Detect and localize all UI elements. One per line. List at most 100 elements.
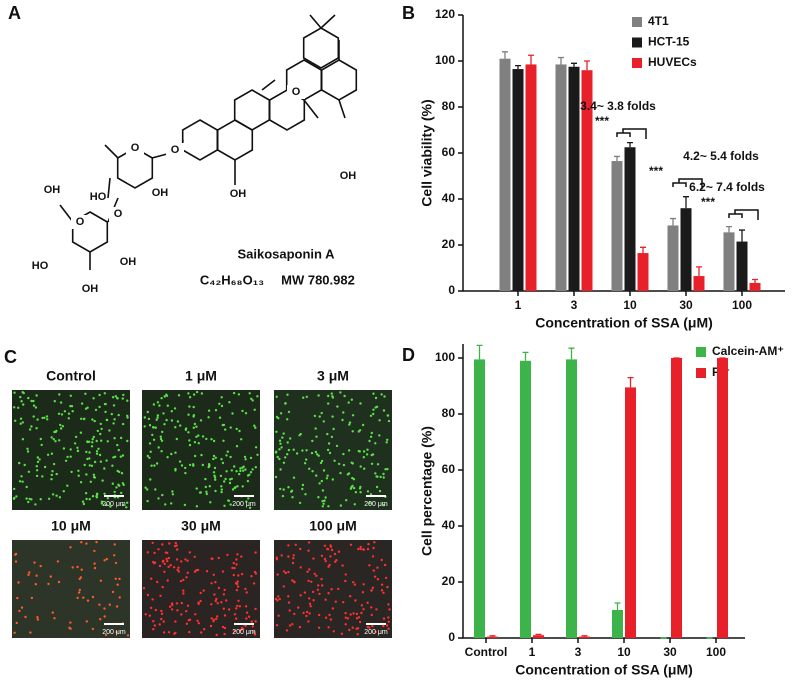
cell-dot bbox=[112, 404, 116, 407]
cell-dot bbox=[221, 625, 225, 629]
cell-dot bbox=[235, 607, 238, 610]
atom-bg bbox=[151, 186, 169, 200]
cell-dot bbox=[126, 634, 130, 637]
cell-dot bbox=[20, 475, 23, 478]
cell-dot bbox=[52, 438, 55, 441]
cell-dot bbox=[216, 602, 219, 605]
cell-dot bbox=[27, 573, 30, 576]
cell-dot bbox=[175, 602, 179, 605]
cell-dot bbox=[85, 497, 88, 501]
cell-dot bbox=[106, 440, 110, 443]
cell-dot bbox=[155, 418, 158, 421]
cell-dot bbox=[212, 454, 216, 458]
bond bbox=[303, 99, 319, 119]
cell-dot bbox=[90, 464, 94, 467]
cell-dot bbox=[168, 605, 172, 608]
cell-dot bbox=[225, 454, 228, 457]
cell-dot bbox=[152, 438, 156, 441]
legend-swatch bbox=[632, 17, 642, 27]
bar bbox=[474, 359, 485, 638]
cell-dot bbox=[328, 563, 331, 567]
cell-dot bbox=[254, 446, 258, 449]
cell-dot bbox=[155, 462, 159, 465]
cell-dot bbox=[307, 549, 310, 552]
cell-dot bbox=[199, 591, 202, 595]
cell-dot bbox=[174, 541, 177, 545]
cell-dot bbox=[200, 631, 203, 634]
cell-dot bbox=[231, 566, 234, 570]
cell-dot bbox=[362, 548, 365, 551]
cell-dot bbox=[117, 483, 120, 486]
y-tick-label: 100 bbox=[435, 53, 455, 67]
panel-label: A bbox=[8, 3, 21, 23]
cell-dot bbox=[287, 544, 290, 547]
cell-dot bbox=[116, 396, 119, 400]
y-tick-label: 120 bbox=[435, 7, 455, 21]
cell-dot bbox=[19, 422, 22, 425]
cell-dot bbox=[157, 446, 160, 449]
cell-dot bbox=[115, 486, 118, 489]
cell-dot bbox=[99, 460, 103, 463]
cell-dot bbox=[363, 467, 366, 470]
cell-dot bbox=[254, 607, 257, 611]
cell-dot bbox=[239, 469, 242, 473]
cell-dot bbox=[18, 461, 21, 465]
panel-label: B bbox=[402, 3, 415, 23]
cell-dot bbox=[146, 593, 150, 597]
y-tick-label: 80 bbox=[442, 99, 456, 113]
cell-dot bbox=[251, 625, 255, 628]
cell-dot bbox=[95, 493, 99, 496]
cell-dot bbox=[43, 465, 47, 469]
cell-dot bbox=[76, 596, 79, 600]
atom-label: HO bbox=[32, 260, 49, 272]
cell-dot bbox=[117, 413, 120, 417]
cell-dot bbox=[59, 401, 63, 404]
cell-dot bbox=[384, 468, 387, 471]
cell-dot bbox=[256, 453, 259, 456]
error-bar bbox=[476, 344, 483, 360]
cell-dot bbox=[359, 485, 362, 489]
error-bar bbox=[696, 266, 702, 277]
cell-dot bbox=[200, 453, 203, 457]
cell-dot bbox=[110, 412, 114, 416]
atom-label: O bbox=[76, 216, 85, 228]
cell-dot bbox=[342, 601, 345, 604]
cell-dot bbox=[222, 439, 225, 442]
cell-dot bbox=[318, 592, 321, 596]
cell-dot bbox=[209, 501, 212, 504]
cell-dot bbox=[162, 631, 166, 634]
cell-dot bbox=[238, 605, 242, 608]
cell-dot bbox=[233, 566, 236, 570]
cell-dot bbox=[57, 580, 61, 584]
cell-dot bbox=[80, 402, 84, 405]
cell-dot bbox=[13, 631, 16, 634]
cell-dot bbox=[362, 450, 366, 453]
cell-dot bbox=[121, 482, 125, 485]
cell-dot bbox=[232, 561, 235, 565]
cell-dot bbox=[115, 630, 118, 634]
cell-dot bbox=[312, 557, 315, 560]
cell-dot bbox=[356, 633, 359, 636]
panel-label: C bbox=[4, 347, 17, 367]
cell-dot bbox=[84, 492, 88, 495]
cell-dot bbox=[382, 472, 385, 476]
cell-dot bbox=[85, 450, 88, 454]
cell-dot bbox=[167, 556, 171, 560]
cell-dot bbox=[26, 447, 29, 450]
cell-dot bbox=[248, 473, 251, 476]
bar bbox=[667, 225, 679, 291]
micrograph-label: 1 μM bbox=[185, 368, 217, 384]
error-bar bbox=[739, 229, 745, 242]
cell-dot bbox=[331, 607, 335, 610]
atom-label: OH bbox=[82, 283, 99, 295]
cell-dot bbox=[387, 627, 390, 630]
cell-dot bbox=[302, 396, 305, 399]
cell-dot bbox=[93, 419, 96, 423]
cell-dot bbox=[76, 446, 79, 449]
cell-dot bbox=[317, 454, 320, 457]
micrograph: 200 μm bbox=[274, 390, 392, 510]
cell-dot bbox=[43, 416, 46, 419]
cell-dot bbox=[146, 551, 149, 554]
cell-dot bbox=[68, 626, 71, 629]
cell-dot bbox=[17, 406, 20, 409]
